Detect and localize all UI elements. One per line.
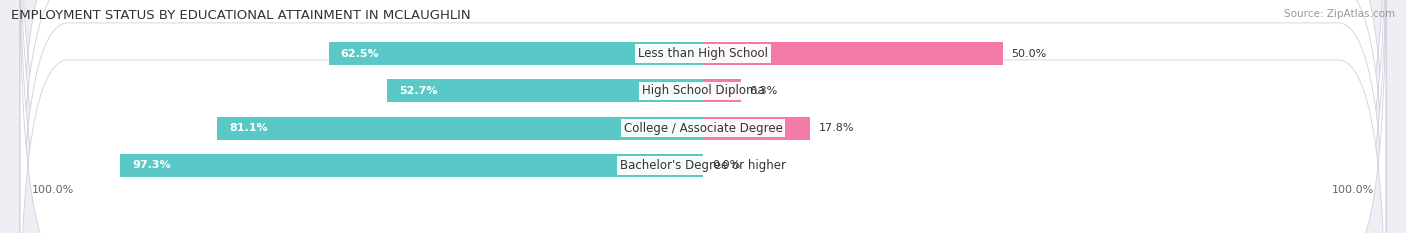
Bar (217, 116, 703, 140)
Text: 50.0%: 50.0% (1011, 49, 1047, 59)
Bar (703, 42, 1002, 65)
FancyBboxPatch shape (20, 0, 1386, 233)
Text: EMPLOYMENT STATUS BY EDUCATIONAL ATTAINMENT IN MCLAUGHLIN: EMPLOYMENT STATUS BY EDUCATIONAL ATTAINM… (11, 9, 471, 22)
Text: 17.8%: 17.8% (818, 123, 853, 133)
Bar (329, 42, 703, 65)
Bar (387, 79, 703, 103)
Bar (703, 116, 810, 140)
Text: 0.0%: 0.0% (711, 160, 740, 170)
Text: 100.0%: 100.0% (1331, 185, 1374, 195)
Bar (120, 154, 703, 177)
FancyBboxPatch shape (20, 0, 1386, 233)
Text: Less than High School: Less than High School (638, 47, 768, 60)
Text: 6.3%: 6.3% (749, 86, 778, 96)
Text: 97.3%: 97.3% (132, 160, 170, 170)
Text: High School Diploma: High School Diploma (641, 85, 765, 97)
FancyBboxPatch shape (20, 0, 1386, 233)
Text: College / Associate Degree: College / Associate Degree (624, 122, 782, 134)
Text: Source: ZipAtlas.com: Source: ZipAtlas.com (1284, 9, 1395, 19)
Text: Bachelor's Degree or higher: Bachelor's Degree or higher (620, 159, 786, 172)
Text: 81.1%: 81.1% (229, 123, 267, 133)
FancyBboxPatch shape (20, 0, 1386, 233)
Text: 100.0%: 100.0% (32, 185, 75, 195)
Bar (703, 79, 741, 103)
Text: 52.7%: 52.7% (399, 86, 437, 96)
Text: 62.5%: 62.5% (340, 49, 380, 59)
